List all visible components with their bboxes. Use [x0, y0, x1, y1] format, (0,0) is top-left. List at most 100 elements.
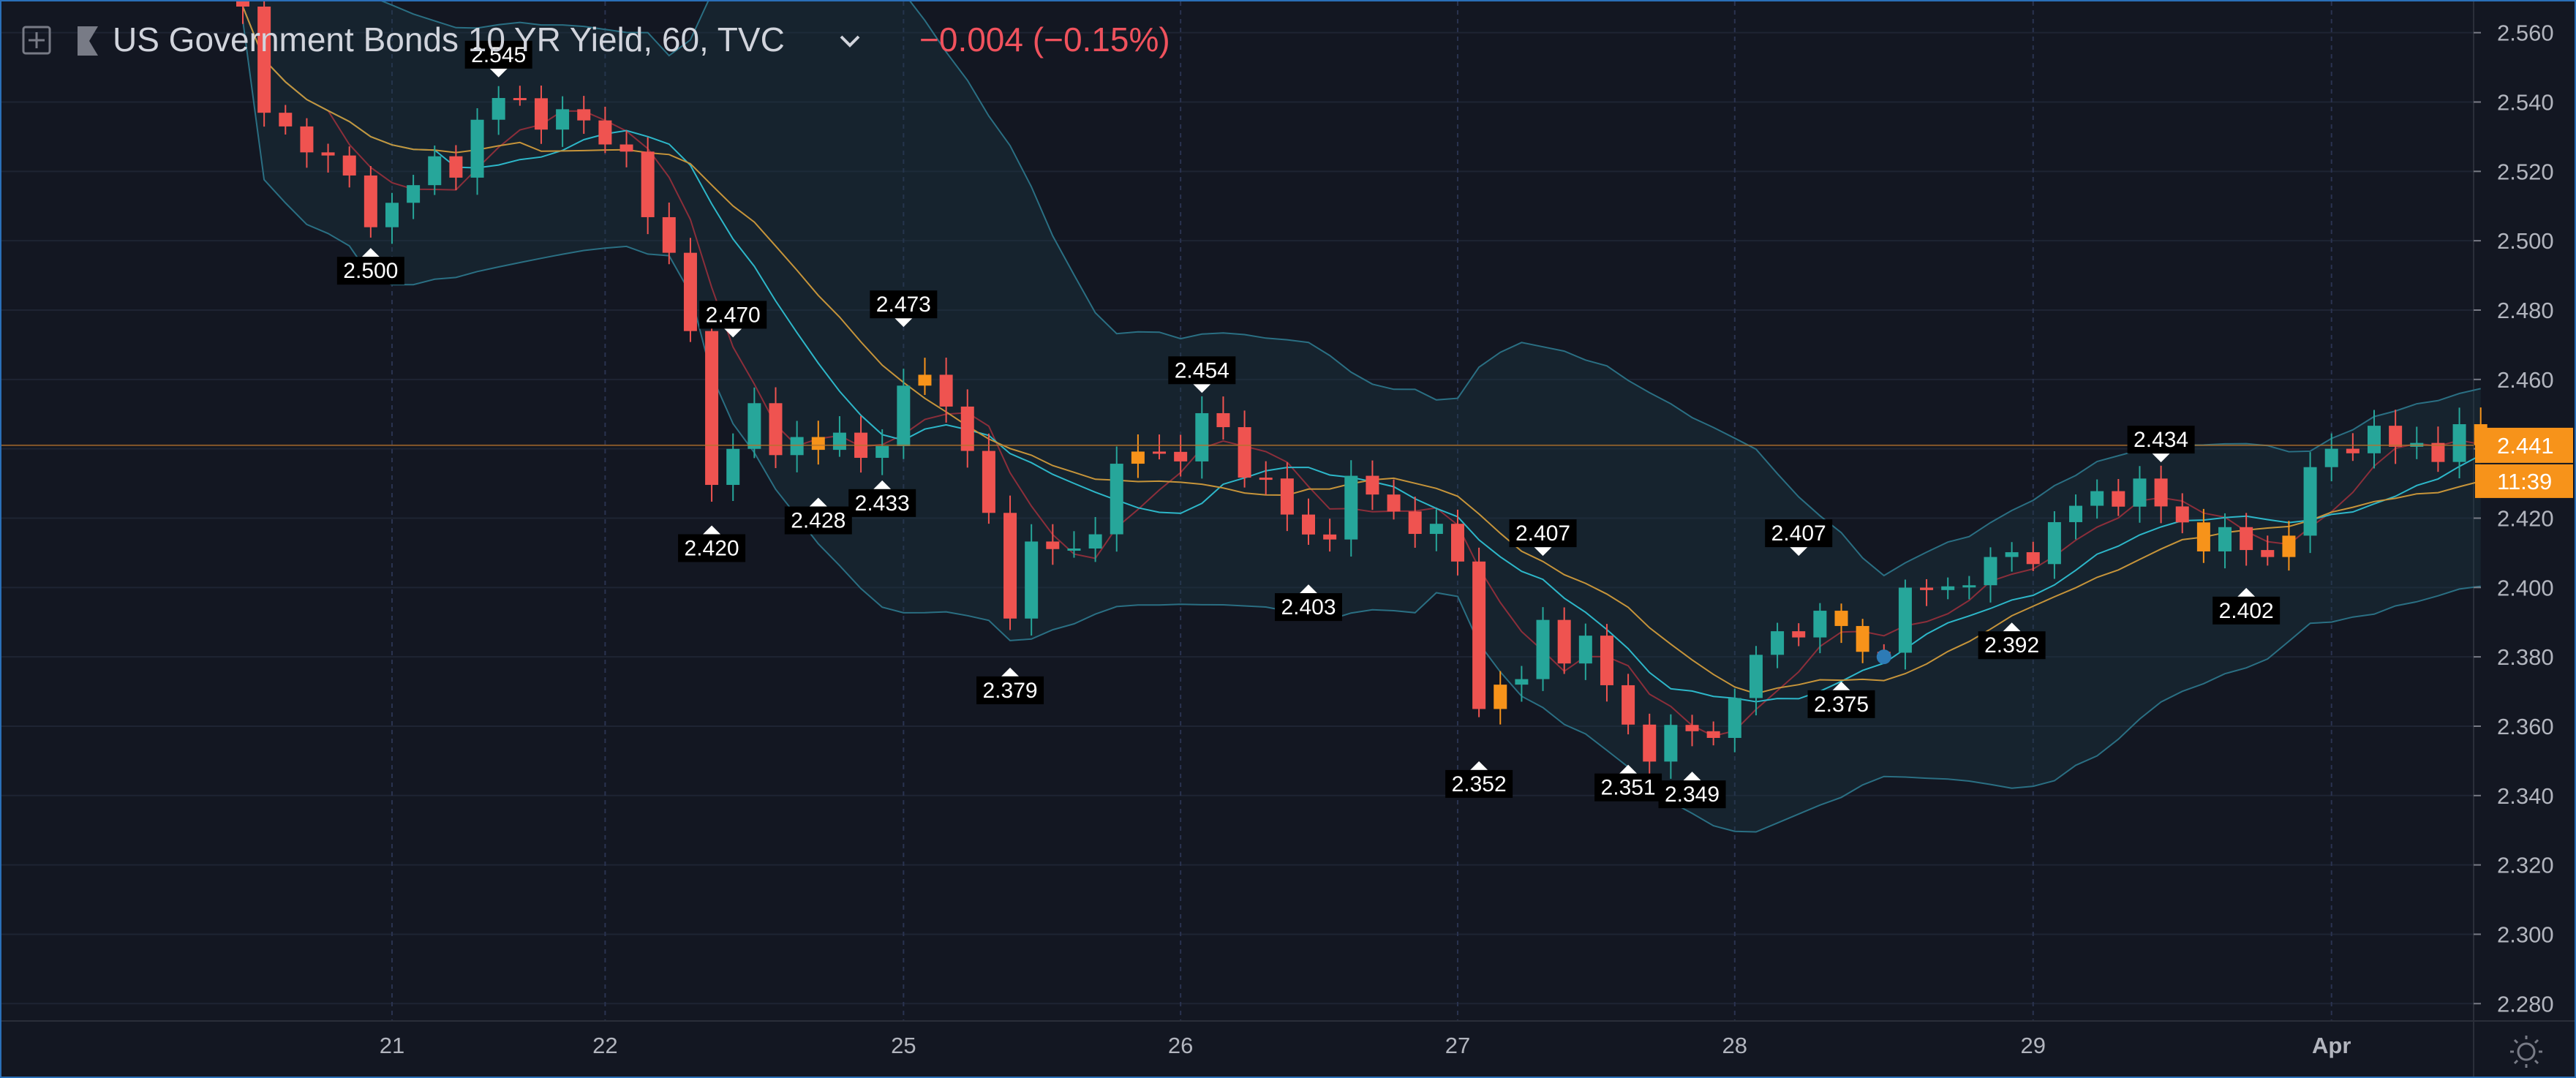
chevron-down-icon[interactable]: [840, 35, 860, 48]
candle-body: [1025, 541, 1039, 619]
price-tick-label: 2.400: [2497, 575, 2554, 600]
time-tick-label: Apr: [2312, 1033, 2351, 1058]
candle-body: [897, 385, 911, 446]
price-tick-label: 2.500: [2497, 228, 2554, 254]
price-tick-label: 2.300: [2497, 921, 2554, 947]
candle-body: [2389, 426, 2403, 447]
time-tick-label: 27: [1445, 1033, 1470, 1058]
candle-body: [428, 156, 442, 186]
candle-body: [1706, 731, 1720, 738]
annotation-label: 2.473: [876, 293, 931, 317]
annotation-label: 2.403: [1281, 595, 1336, 619]
candle-body: [960, 406, 974, 451]
candle-body: [1941, 586, 1955, 590]
annotation-pointer: [703, 525, 721, 535]
candle-body: [1557, 619, 1571, 664]
candle-body: [705, 331, 719, 486]
candle-body: [1387, 494, 1401, 512]
candle-body: [662, 216, 676, 253]
time-tick-label: 22: [592, 1033, 617, 1058]
price-change: −0.004 (−0.15%): [919, 20, 1170, 59]
settings-sun-icon[interactable]: [2510, 1036, 2542, 1068]
ma-fast-line: [242, 6, 2481, 737]
price-badges: 2.441 11:39: [2475, 427, 2573, 498]
candle-body: [257, 6, 271, 113]
candle-body: [1771, 631, 1785, 655]
annotation-box: [1275, 593, 1342, 622]
last-price-label: 2.441: [2497, 433, 2554, 459]
candle-body: [1643, 724, 1657, 762]
candle-body: [598, 120, 612, 145]
candle-body: [1046, 541, 1060, 549]
candle-body: [2112, 491, 2125, 507]
annotation-box: [784, 506, 852, 535]
annotation-box: [1594, 773, 1662, 802]
candle-body: [1792, 631, 1806, 638]
price-tick-label: 2.540: [2497, 90, 2554, 116]
candle-body: [1366, 475, 1379, 495]
annotation-label: 2.407: [1515, 521, 1570, 546]
annotation-pointer: [809, 497, 827, 507]
candle-body: [1450, 524, 1464, 562]
candle-body: [1429, 524, 1443, 535]
annotation-box: [699, 301, 767, 329]
candle-body: [470, 119, 484, 178]
annotation-pointer: [1193, 384, 1211, 393]
time-tick-label: 28: [1722, 1033, 1747, 1058]
candle-body: [1302, 514, 1315, 535]
annotation-box: [1509, 519, 1577, 548]
candle-body: [1067, 548, 1081, 551]
annotation-label: 2.351: [1601, 776, 1656, 800]
candle-body: [385, 203, 399, 227]
candle-body: [1600, 636, 1613, 685]
annotation-box: [1445, 769, 1513, 798]
moving-averages: [242, 6, 2482, 737]
annotation-box: [976, 676, 1044, 704]
candle-body: [982, 451, 995, 513]
candle-body: [364, 175, 377, 227]
candle-body: [2090, 491, 2104, 506]
candle-body: [747, 403, 761, 449]
candle-body: [449, 156, 463, 178]
candle-body: [790, 437, 804, 456]
annotation-pointer: [2152, 453, 2170, 463]
annotation-pointer: [873, 480, 892, 489]
candle-body: [1856, 625, 1869, 652]
candle-body: [2026, 552, 2040, 565]
candle-body: [1515, 679, 1529, 685]
candle-body: [1898, 587, 1912, 653]
candle-body: [2005, 552, 2019, 557]
add-panel-icon[interactable]: [22, 26, 51, 55]
flag-icon[interactable]: [78, 26, 98, 56]
candle-body: [1110, 464, 1123, 535]
annotation-pointer: [1001, 667, 1020, 676]
symbol-title[interactable]: US Government Bonds 10 YR Yield, 60, TVC: [113, 20, 785, 59]
candle-body: [300, 126, 314, 153]
high-low-annotations: 2.545 2.500 2.470 2.473 2.420 2.428 2.433 2.454…: [336, 40, 2281, 809]
bollinger-bands: [242, 1, 2481, 833]
candle-body: [556, 109, 570, 130]
candle-body: [1749, 655, 1763, 698]
price-tick-label: 2.280: [2497, 991, 2554, 1017]
annotation-pointer: [2237, 587, 2256, 597]
annotation-pointer: [1619, 764, 1638, 774]
candle-body: [2175, 506, 2189, 523]
candle-body: [2303, 467, 2317, 536]
candle-body: [1131, 451, 1145, 464]
candle-body: [1834, 611, 1848, 626]
candle-body: [513, 98, 527, 101]
candle-body: [2368, 426, 2381, 453]
annotation-box: [870, 290, 938, 319]
annotation-label: 2.434: [2134, 428, 2188, 452]
price-tick-label: 2.480: [2497, 298, 2554, 323]
candle-body: [2047, 521, 2061, 565]
annotation-pointer: [1300, 584, 1317, 594]
annotation-pointer: [895, 318, 913, 328]
candle-body: [811, 437, 825, 451]
candle-body: [875, 445, 889, 459]
price-tick-label: 2.420: [2497, 505, 2554, 531]
time-axis[interactable]: 21 22 25 26 27 28 29 Apr: [380, 1033, 2351, 1058]
candle-body: [2431, 442, 2445, 462]
candle-body: [2346, 448, 2360, 453]
